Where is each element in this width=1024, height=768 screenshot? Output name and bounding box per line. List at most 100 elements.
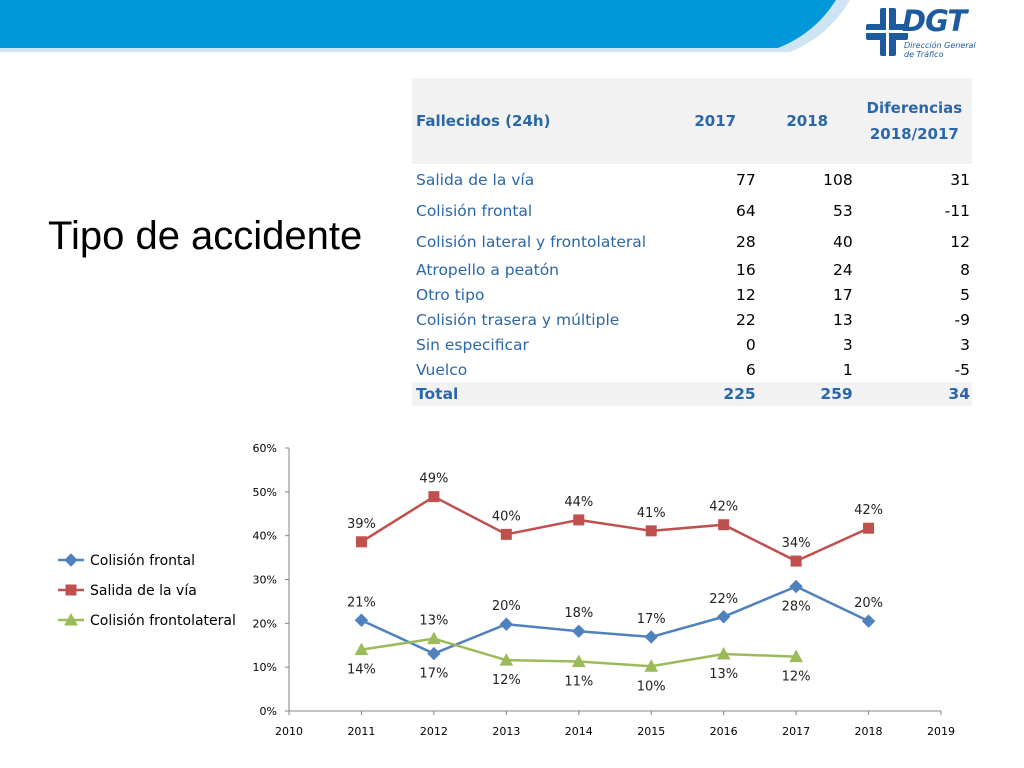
data-point-salida-de-la-via xyxy=(863,522,875,534)
row-diff: 8 xyxy=(960,260,970,279)
data-label-salida-de-la-via: 44% xyxy=(564,495,593,510)
data-label-salida-de-la-via: 49% xyxy=(419,472,448,487)
row-2017: 0 xyxy=(745,335,756,354)
data-point-salida-de-la-via xyxy=(645,525,657,537)
y-tick-label: 0% xyxy=(260,705,277,718)
data-point-colision-frontal xyxy=(644,630,658,644)
data-point-salida-de-la-via xyxy=(573,514,585,526)
row-diff: -11 xyxy=(944,201,970,220)
data-label-colision-frontolateral: 10% xyxy=(637,679,666,694)
data-label-colision-frontolateral: 14% xyxy=(347,663,376,678)
data-point-colision-frontal xyxy=(789,579,803,594)
row-2017: 64 xyxy=(735,201,756,220)
x-tick-label: 2010 xyxy=(275,725,303,738)
chart-legend: Colisión frontal Salida de la vía Colisión… xyxy=(58,553,236,629)
total-2017: 225 xyxy=(670,382,758,406)
data-label-colision-frontal: 20% xyxy=(854,596,883,611)
row-2017: 22 xyxy=(735,310,756,329)
y-tick-label: 60% xyxy=(253,442,277,455)
data-label-colision-frontal: 22% xyxy=(709,592,738,607)
table-row: Salida de la vía 77 108 31 xyxy=(412,164,972,195)
data-label-colision-frontolateral: 12% xyxy=(782,670,811,685)
data-point-salida-de-la-via xyxy=(355,536,367,548)
table-row: Otro tipo 12 17 5 xyxy=(412,282,972,307)
x-tick-label: 2015 xyxy=(637,725,665,738)
row-label: Otro tipo xyxy=(416,285,485,304)
slide-title: Tipo de accidente xyxy=(48,214,363,258)
data-point-salida-de-la-via xyxy=(790,555,802,567)
row-2018: 108 xyxy=(823,170,853,189)
data-label-salida-de-la-via: 40% xyxy=(492,509,521,524)
data-label-colision-frontolateral: 12% xyxy=(492,673,521,688)
legend-entry-colision-frontal: Colisión frontal xyxy=(90,553,195,569)
y-tick-label: 20% xyxy=(253,617,277,630)
chart-axes: 0% 10% 20% 30% 40% 50% 60% 2010 2011 2012 2013 2014… xyxy=(253,442,955,738)
x-tick-label: 2013 xyxy=(492,725,520,738)
x-tick-label: 2012 xyxy=(420,725,448,738)
data-point-colision-frontolateral xyxy=(571,654,586,667)
legend-marker-colision-frontolateral xyxy=(64,612,78,626)
data-point-colision-frontolateral xyxy=(644,659,659,672)
table-row: Colisión frontal 64 53 -11 xyxy=(412,195,972,226)
data-point-colision-frontal xyxy=(427,646,441,661)
data-point-colision-frontal xyxy=(499,617,514,631)
data-point-colision-frontal xyxy=(861,614,876,628)
row-diff: 31 xyxy=(950,170,970,189)
data-label-salida-de-la-via: 39% xyxy=(347,517,376,532)
y-tick-label: 50% xyxy=(253,486,277,499)
total-label: Total xyxy=(412,382,671,406)
legend-marker-colision-frontal xyxy=(64,553,78,567)
table-row: Colisión trasera y múltiple 22 13 -9 xyxy=(412,307,972,332)
table-row: Sin especificar 0 3 3 xyxy=(412,332,972,357)
table-total-row: Total 225 259 34 xyxy=(412,382,972,406)
row-2017: 12 xyxy=(735,285,756,304)
data-label-colision-frontal: 20% xyxy=(492,599,521,614)
data-label-salida-de-la-via: 42% xyxy=(709,500,738,515)
row-label: Colisión trasera y múltiple xyxy=(416,310,620,329)
data-point-colision-frontolateral xyxy=(499,653,514,666)
row-2018: 40 xyxy=(832,232,853,251)
data-point-colision-frontal xyxy=(716,610,731,624)
x-tick-label: 2018 xyxy=(855,725,883,738)
row-2017: 6 xyxy=(745,360,756,379)
row-diff: 3 xyxy=(960,335,970,354)
data-label-colision-frontolateral: 13% xyxy=(709,667,738,682)
x-tick-label: 2011 xyxy=(347,725,375,738)
x-tick-label: 2016 xyxy=(710,725,738,738)
col-header-2018: 2018 xyxy=(757,78,855,164)
total-diff: 34 xyxy=(854,382,972,406)
data-label-colision-frontolateral: 13% xyxy=(419,614,448,629)
row-label: Sin especificar xyxy=(416,335,529,354)
data-point-salida-de-la-via xyxy=(428,491,440,503)
col-header-type: Fallecidos (24h) xyxy=(412,78,671,164)
row-2018: 17 xyxy=(832,285,853,304)
series-line-colision-frontal xyxy=(360,585,870,655)
row-label: Colisión lateral y frontolateral xyxy=(416,232,647,251)
data-point-colision-frontolateral xyxy=(716,646,731,660)
x-tick-label: 2017 xyxy=(782,725,810,738)
chart-data-labels: 21% 17% 20% 18% 17% 22% 28% 20% 39% 49% 40% 44% 41% 4… xyxy=(347,472,883,695)
data-point-colision-frontal xyxy=(354,613,369,627)
row-label: Vuelco xyxy=(416,360,468,379)
data-point-colision-frontolateral xyxy=(354,642,369,656)
table-row: Vuelco 6 1 -5 xyxy=(412,357,972,382)
table-row: Colisión lateral y frontolateral 28 40 12 xyxy=(412,226,972,257)
logo-subtitle: Dirección General de Tráfico xyxy=(904,41,976,59)
x-tick-label: 2014 xyxy=(565,725,593,738)
legend-marker-salida-de-la-via xyxy=(65,584,77,596)
row-2018: 53 xyxy=(832,201,853,220)
legend-entry-colision-frontolateral: Colisión frontolateral xyxy=(90,613,236,629)
series-line-salida-de-la-via xyxy=(360,495,870,563)
data-label-colision-frontolateral: 11% xyxy=(564,674,593,689)
data-label-colision-frontal: 18% xyxy=(564,606,593,621)
row-2017: 77 xyxy=(735,170,756,189)
row-label: Colisión frontal xyxy=(416,201,533,220)
data-label-colision-frontal: 17% xyxy=(637,612,666,627)
line-chart: 0% 10% 20% 30% 40% 50% 60% 2010 2011 2012 2013 2014… xyxy=(58,442,955,738)
chart-series xyxy=(354,491,876,672)
row-2017: 28 xyxy=(735,232,756,251)
logo-word: DGT xyxy=(902,4,967,38)
dgt-logo: DGT Dirección General de Tráfico xyxy=(866,4,1016,66)
data-label-colision-frontal: 17% xyxy=(419,667,448,682)
y-tick-label: 10% xyxy=(253,661,277,674)
